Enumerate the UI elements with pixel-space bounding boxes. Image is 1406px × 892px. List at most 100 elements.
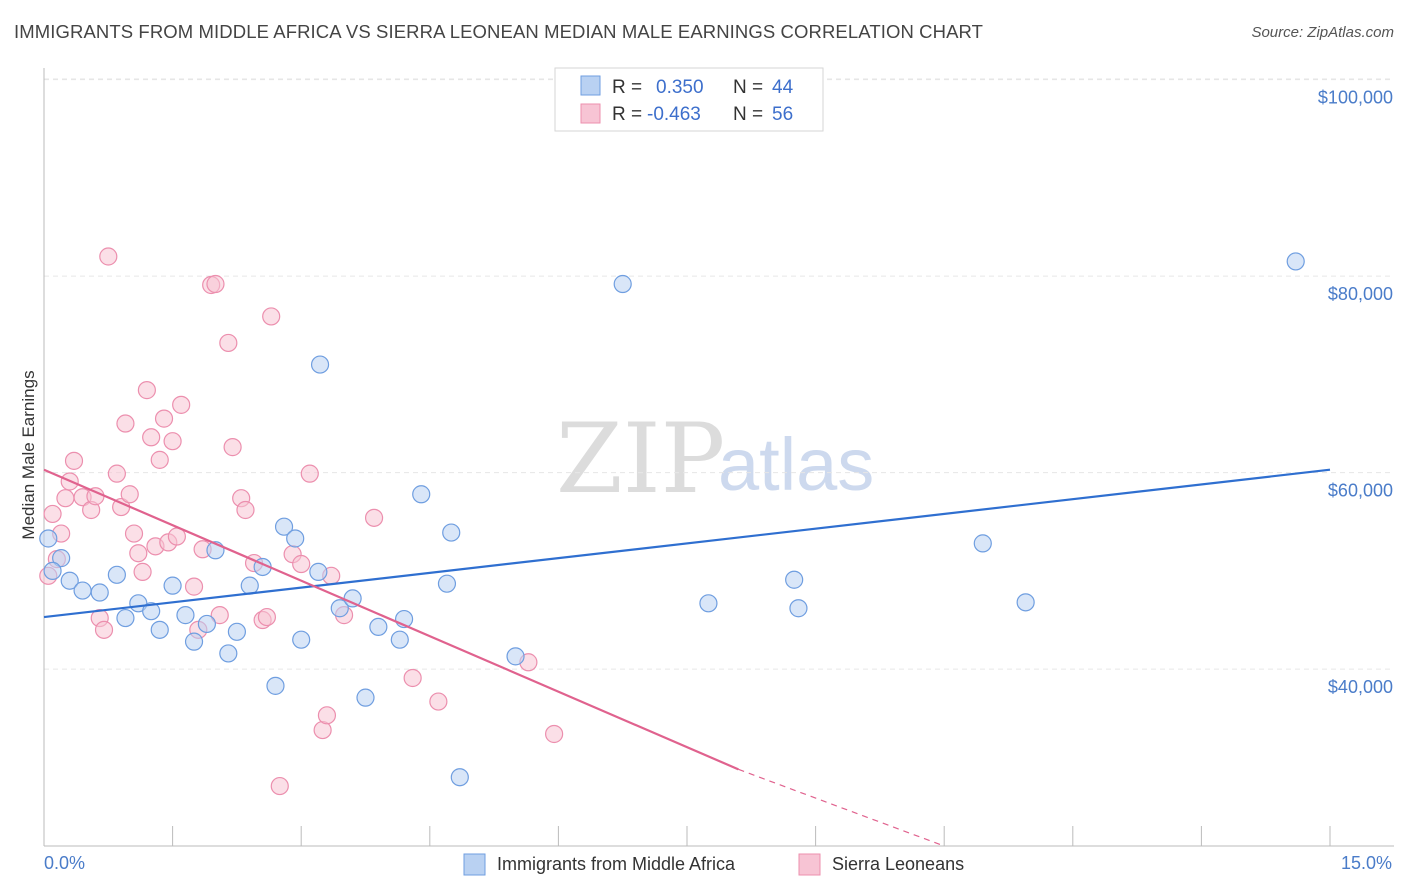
sierra-leonean-point xyxy=(364,508,384,527)
sierra-leonean-point xyxy=(99,247,118,266)
middle-africa-point xyxy=(369,617,388,637)
middle-africa-point xyxy=(286,529,305,548)
sierra-leonean-point xyxy=(429,692,448,711)
sierra-leonean-point xyxy=(94,620,114,639)
sierra-leonean-point xyxy=(124,524,144,543)
legend-r-value-1: 0.350 xyxy=(656,77,704,98)
middle-africa-point xyxy=(390,630,409,649)
y-tick-label: $40,000 xyxy=(1328,677,1393,697)
correlation-legend: R = 0.350 N = 44 R = -0.463 N = 56 xyxy=(554,67,824,132)
middle-africa-point xyxy=(330,599,349,618)
legend-swatch-pink xyxy=(580,103,601,124)
sierra-leonean-point xyxy=(236,500,255,520)
legend-n-value-1: 44 xyxy=(772,77,794,98)
sierra-leonean-point xyxy=(172,395,191,414)
sierra-leonean-point xyxy=(300,464,319,483)
sierra-leonean-point xyxy=(292,554,311,574)
legend-r-label-1: R = xyxy=(612,77,642,98)
trend-line-sierra-leonean-extension xyxy=(738,768,945,847)
middle-africa-point xyxy=(789,599,808,618)
legend-r-value-2: -0.463 xyxy=(647,104,701,125)
legend-swatch-blue xyxy=(580,75,601,96)
middle-africa-point xyxy=(450,768,469,787)
middle-africa-point xyxy=(613,274,632,294)
sierra-leonean-point xyxy=(129,544,148,563)
middle-africa-point xyxy=(60,571,79,590)
y-tick-label: $100,000 xyxy=(1318,88,1393,108)
sierra-leonean-point xyxy=(257,607,277,627)
middle-africa-point xyxy=(90,583,109,602)
middle-africa-point xyxy=(437,574,457,593)
middle-africa-point xyxy=(292,630,311,649)
middle-africa-point xyxy=(39,529,58,548)
sierra-leonean-point xyxy=(223,438,242,457)
chart-source: Source: ZipAtlas.com xyxy=(1251,24,1394,41)
series-legend-swatch-pink xyxy=(798,853,821,876)
middle-africa-point xyxy=(116,608,135,628)
middle-africa-point xyxy=(1016,593,1035,612)
sierra-leonean-point xyxy=(206,274,225,294)
y-tick-label: $60,000 xyxy=(1328,481,1393,501)
series-immigrants-from-middle-africa xyxy=(39,252,1305,787)
sierra-leonean-point xyxy=(262,307,281,326)
middle-africa-point xyxy=(412,485,431,504)
middle-africa-point xyxy=(43,561,62,581)
middle-africa-point xyxy=(52,549,71,568)
middle-africa-point xyxy=(309,562,328,581)
middle-africa-point xyxy=(197,614,216,634)
trend-line-middle-africa xyxy=(43,468,1331,619)
sierra-leonean-point xyxy=(43,504,62,524)
middle-africa-point xyxy=(150,620,169,639)
sierra-leonean-point xyxy=(545,724,564,744)
middle-africa-point xyxy=(107,565,126,584)
legend-n-value-2: 56 xyxy=(772,104,793,125)
series-legend-label-pink: Sierra Leoneans xyxy=(832,854,964,874)
middle-africa-point xyxy=(163,576,182,595)
middle-africa-point xyxy=(73,581,92,600)
trend-line-sierra-leonean xyxy=(43,468,739,771)
sierra-leonean-point xyxy=(137,381,156,400)
series-sierra-leoneans xyxy=(39,247,564,796)
sierra-leonean-point xyxy=(163,432,182,451)
series-legend: Immigrants from Middle Africa Sierra Leo… xyxy=(463,853,964,876)
legend-n-label-2: N = xyxy=(733,104,763,125)
middle-africa-point xyxy=(184,632,204,651)
sierra-leonean-point xyxy=(120,485,139,504)
sierra-leonean-point xyxy=(210,606,229,625)
x-tick-label-max: 15.0% xyxy=(1341,853,1392,873)
middle-africa-point xyxy=(142,602,161,621)
middle-africa-point xyxy=(442,523,461,542)
sierra-leonean-point xyxy=(219,333,238,353)
sierra-leonean-point xyxy=(154,409,174,428)
series-legend-swatch-blue xyxy=(463,853,486,876)
sierra-leonean-point xyxy=(142,428,161,447)
middle-africa-point xyxy=(240,576,259,595)
sierra-leonean-point xyxy=(270,776,289,796)
middle-africa-point xyxy=(310,355,330,374)
y-axis-title: Median Male Earnings xyxy=(19,370,38,539)
sierra-leonean-point xyxy=(133,562,152,581)
watermark: ZIP atlas xyxy=(556,403,874,515)
axes xyxy=(43,68,1394,847)
trend-lines xyxy=(43,468,1331,847)
middle-africa-point xyxy=(274,517,294,536)
y-tick-labels: $40,000 $60,000 $80,000 $100,000 xyxy=(1318,88,1393,698)
sierra-leonean-point xyxy=(150,450,169,469)
middle-africa-point xyxy=(356,688,375,707)
watermark-zip: ZIP xyxy=(556,403,725,515)
sierra-leonean-point xyxy=(64,451,84,470)
sierra-leonean-point xyxy=(403,668,422,688)
sierra-leonean-point xyxy=(116,414,135,433)
legend-n-label-1: N = xyxy=(733,77,763,98)
middle-africa-point xyxy=(266,676,285,695)
middle-africa-point xyxy=(699,594,718,613)
sierra-leonean-point xyxy=(107,464,126,483)
chart-title: IMMIGRANTS FROM MIDDLE AFRICA VS SIERRA … xyxy=(14,21,984,42)
x-tick-label-min: 0.0% xyxy=(44,853,85,873)
sierra-leonean-point xyxy=(184,577,204,596)
middle-africa-point xyxy=(973,534,992,553)
middle-africa-point xyxy=(506,647,525,666)
legend-r-label-2: R = xyxy=(612,104,642,125)
middle-africa-point xyxy=(176,606,195,625)
middle-africa-point xyxy=(1286,252,1305,271)
